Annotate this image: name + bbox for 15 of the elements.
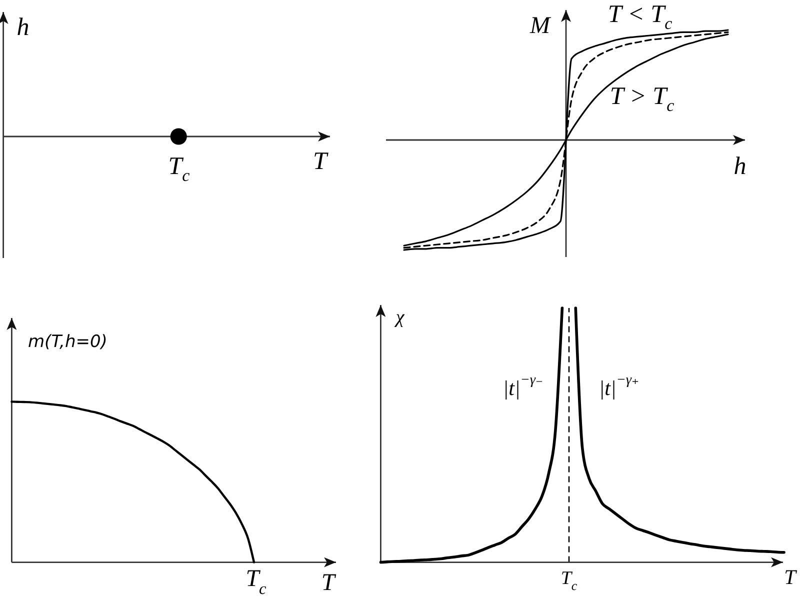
y-axis-title: m(T,h=0): [28, 332, 108, 352]
y-axis-title: χ: [394, 306, 405, 328]
series-label: |t|$^{−γ₊}$: [598, 372, 640, 400]
series-label: T > T$_{c}$: [610, 82, 675, 115]
text: T: [313, 148, 330, 174]
text: T$_{c}$: [560, 568, 578, 593]
y-axis-title: M: [529, 13, 552, 39]
x-axis-title: T: [321, 570, 336, 596]
text: h: [16, 14, 30, 40]
x-axis-title: T: [784, 565, 798, 589]
series-label: T < T$_{c}$: [608, 0, 673, 33]
text: T$_{c}$: [168, 152, 190, 185]
text: T$_{c}$: [246, 566, 268, 598]
series-label: |t|$^{−γ₋}$: [502, 372, 544, 400]
x-axis-title: h: [734, 152, 746, 180]
